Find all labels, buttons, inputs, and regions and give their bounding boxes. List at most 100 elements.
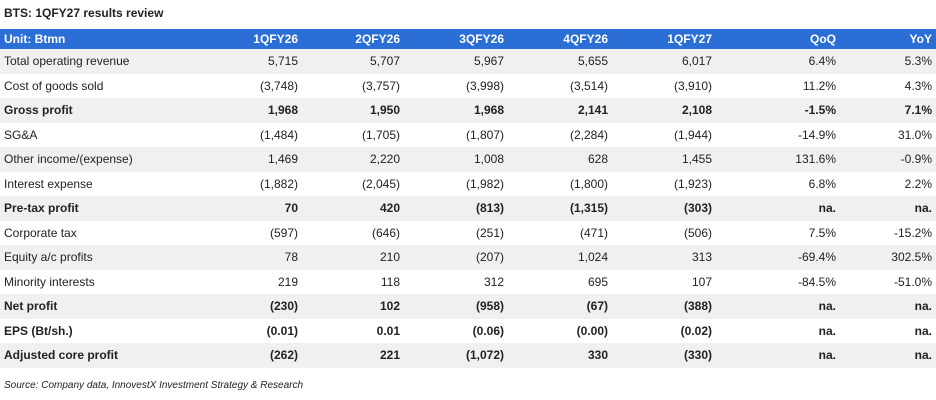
table-row: Adjusted core profit (262) 221 (1,072) 330 (3… xyxy=(0,343,936,368)
table-row: Other income/(expense) 1,469 2,220 1,008 628… xyxy=(0,147,936,172)
table-row: Gross profit 1,968 1,950 1,968 2,141 2,108 -1.… xyxy=(0,98,936,123)
row-label: Other income/(expense) xyxy=(0,147,200,172)
cell: -51.0% xyxy=(893,274,932,289)
cell: 31.0% xyxy=(897,127,932,142)
cell: na. xyxy=(818,323,836,338)
header-cell: 4QFY26 xyxy=(508,29,612,49)
cell: (2,045) xyxy=(361,176,400,191)
cell: (3,514) xyxy=(569,78,608,93)
table-row: SG&A (1,484) (1,705) (1,807) (2,284) (1,944) -… xyxy=(0,123,936,148)
title: BTS: 1QFY27 results review xyxy=(4,6,164,20)
cell: -0.9% xyxy=(840,147,936,172)
row-label: Interest expense xyxy=(4,176,93,191)
row-label: Net profit xyxy=(0,294,200,319)
cell: (1,800) xyxy=(569,176,608,191)
row-label: Pre-tax profit xyxy=(0,196,200,221)
cell: (813) xyxy=(404,196,508,221)
cell: 70 xyxy=(200,196,302,221)
cell: (1,807) xyxy=(465,127,504,142)
cell: -84.5% xyxy=(797,274,836,289)
header-cell: 1QFY26 xyxy=(200,29,302,49)
cell: 5,967 xyxy=(404,49,508,74)
cell: (0.06) xyxy=(472,323,504,338)
table-row: Interest expense (1,882) (2,045) (1,982) (1,… xyxy=(0,172,936,197)
cell: (388) xyxy=(612,294,716,319)
header-row: Unit: Btmn 1QFY26 2QFY26 3QFY26 4QFY26 1QFY27… xyxy=(0,29,936,49)
cell: 330 xyxy=(508,343,612,368)
cell: 11.2% xyxy=(802,78,836,93)
cell: 2,108 xyxy=(612,98,716,123)
cell: 2,220 xyxy=(302,147,404,172)
cell: (1,982) xyxy=(465,176,504,191)
header-cell: 3QFY26 xyxy=(404,29,508,49)
cell: (1,072) xyxy=(404,343,508,368)
cell: 302.5% xyxy=(840,245,936,270)
cell: 1,950 xyxy=(302,98,404,123)
cell: (1,484) xyxy=(259,127,298,142)
cell: (67) xyxy=(508,294,612,319)
table-row: Corporate tax (597) (646) (251) (471) (506) 7.… xyxy=(0,221,936,246)
cell: (230) xyxy=(200,294,302,319)
cell: na. xyxy=(840,343,936,368)
cell: 6.4% xyxy=(716,49,840,74)
cell: (3,910) xyxy=(673,78,712,93)
header-cell: 1QFY27 xyxy=(612,29,716,49)
cell: 312 xyxy=(483,274,504,289)
cell: 313 xyxy=(612,245,716,270)
cell: 1,968 xyxy=(404,98,508,123)
cell: 210 xyxy=(302,245,404,270)
cell: (2,284) xyxy=(569,127,608,142)
cell: (3,748) xyxy=(259,78,298,93)
cell: 118 xyxy=(380,274,400,289)
table-row: Cost of goods sold (3,748) (3,757) (3,998) (… xyxy=(0,74,936,99)
cell: na. xyxy=(716,196,840,221)
cell: (1,882) xyxy=(259,176,298,191)
results-table: Unit: Btmn 1QFY26 2QFY26 3QFY26 4QFY26 1QFY27… xyxy=(0,29,936,368)
row-label: Minority interests xyxy=(4,274,95,289)
cell: na. xyxy=(716,343,840,368)
cell: (1,944) xyxy=(673,127,712,142)
cell: 0.01 xyxy=(376,323,400,338)
cell: (330) xyxy=(612,343,716,368)
cell: 628 xyxy=(508,147,612,172)
cell: 5,655 xyxy=(508,49,612,74)
header-cell: Unit: Btmn xyxy=(0,29,200,49)
cell: -69.4% xyxy=(716,245,840,270)
cell: 102 xyxy=(302,294,404,319)
cell: na. xyxy=(914,323,932,338)
row-label: SG&A xyxy=(4,127,38,142)
cell: (597) xyxy=(269,225,298,240)
cell: 1,469 xyxy=(200,147,302,172)
cell: (3,757) xyxy=(361,78,400,93)
cell: 6,017 xyxy=(612,49,716,74)
cell: 219 xyxy=(277,274,298,289)
cell: (1,315) xyxy=(508,196,612,221)
cell: (0.01) xyxy=(266,323,298,338)
cell: na. xyxy=(840,294,936,319)
cell: 1,968 xyxy=(200,98,302,123)
cell: 131.6% xyxy=(716,147,840,172)
cell: (0.00) xyxy=(576,323,608,338)
cell: na. xyxy=(840,196,936,221)
cell: (251) xyxy=(475,225,504,240)
cell: (303) xyxy=(612,196,716,221)
cell: -14.9% xyxy=(797,127,836,142)
header-cell: QoQ xyxy=(716,29,840,49)
cell: 7.5% xyxy=(808,225,836,240)
cell: 78 xyxy=(200,245,302,270)
cell: 5,707 xyxy=(302,49,404,74)
row-label: Corporate tax xyxy=(4,225,77,240)
cell: 1,455 xyxy=(612,147,716,172)
table-row: Total operating revenue 5,715 5,707 5,967 5,… xyxy=(0,49,936,74)
cell: 5,715 xyxy=(200,49,302,74)
source-note: Source: Company data, InnovestX Investme… xyxy=(4,380,304,391)
cell: (1,705) xyxy=(361,127,400,142)
cell: 7.1% xyxy=(840,98,936,123)
table-row: Pre-tax profit 70 420 (813) (1,315) (303) na. n… xyxy=(0,196,936,221)
header-cell: 2QFY26 xyxy=(302,29,404,49)
cell: 6.8% xyxy=(808,176,836,191)
row-label: Equity a/c profits xyxy=(0,245,200,270)
header-cell: YoY xyxy=(840,29,936,49)
cell: (262) xyxy=(200,343,302,368)
